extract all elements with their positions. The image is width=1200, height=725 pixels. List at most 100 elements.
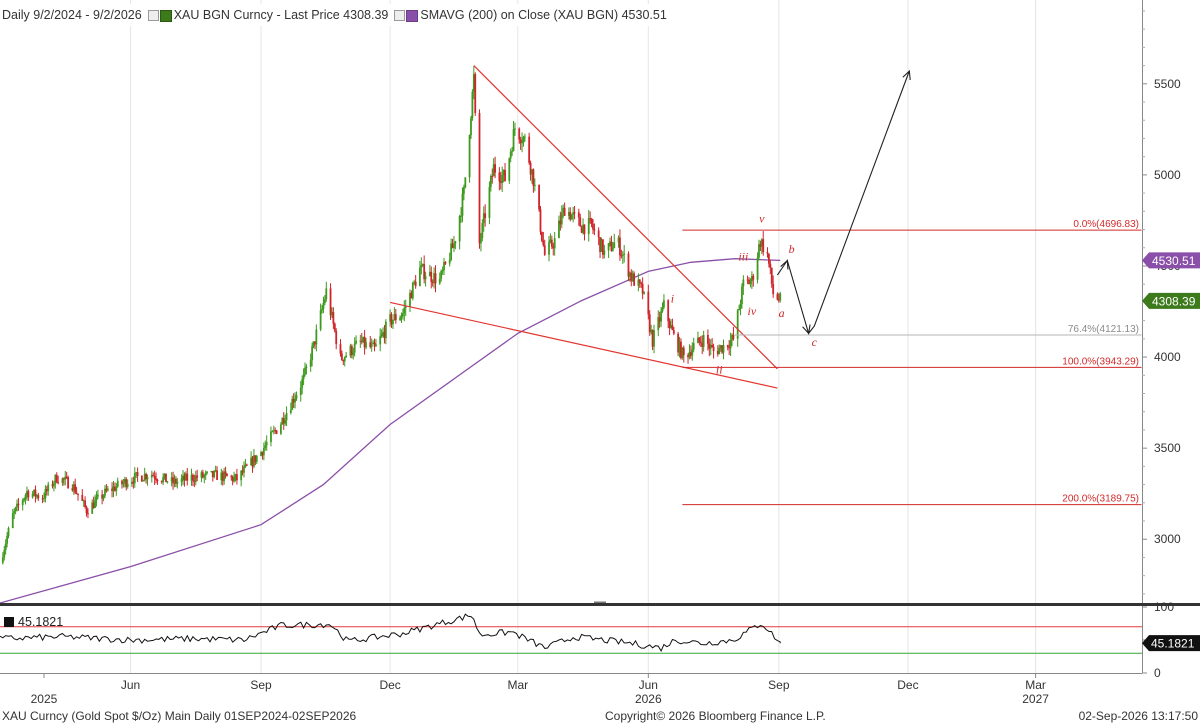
candle-body [335, 330, 338, 345]
wave-label: b [789, 242, 795, 256]
checkbox-icon[interactable] [147, 10, 159, 22]
candle-body [172, 477, 174, 484]
candle-body [454, 241, 457, 244]
candle-body [434, 273, 437, 284]
candle-body [140, 475, 143, 482]
candle-body [519, 139, 522, 144]
wave-label: a [779, 306, 785, 320]
x-tick-label: Sep [768, 678, 790, 692]
candle-body [65, 476, 68, 478]
candle-body [722, 345, 725, 353]
candle-body [464, 177, 467, 188]
candle-body [206, 471, 209, 473]
candle-body [424, 276, 427, 280]
candle-body [532, 169, 535, 186]
candle-body [349, 345, 352, 356]
candle-body [145, 473, 148, 480]
candle-body [210, 470, 213, 472]
x-tick-label: Mar [507, 678, 528, 692]
candle-body [251, 457, 254, 467]
candle-body [84, 500, 87, 507]
candle-body [102, 495, 105, 499]
candle-body [488, 186, 491, 218]
candle-body [260, 452, 262, 456]
candle-body [419, 267, 421, 287]
candle-body [583, 224, 586, 235]
candle-body [758, 244, 760, 258]
candle-body [697, 337, 699, 344]
candle-body [54, 474, 57, 484]
candle-body [365, 342, 367, 348]
candle-body [762, 239, 765, 253]
candle-body [116, 480, 119, 487]
candle-body [573, 212, 576, 214]
candle-body [253, 455, 255, 467]
candle-body [672, 330, 675, 334]
candle-body [628, 272, 631, 277]
candle-body [658, 317, 661, 322]
candle-body [143, 473, 146, 481]
candle-body [17, 503, 20, 506]
candle-body [14, 507, 17, 512]
candle-body [404, 306, 407, 308]
candle-body [201, 472, 204, 478]
candle-body [577, 212, 580, 218]
candle-body [560, 213, 563, 225]
candle-body [183, 475, 186, 481]
candle-body [741, 286, 743, 304]
candle-body [461, 193, 464, 216]
footer-security: XAU Curncy (Gold Spot $/Oz) Main Daily 0… [2, 709, 357, 723]
candle-body [389, 314, 392, 322]
candle-body [572, 212, 575, 215]
candle-body [501, 174, 504, 183]
candle-body [223, 471, 226, 481]
candle-body [101, 494, 104, 499]
candle-body [549, 239, 552, 243]
candle-body [372, 342, 375, 344]
candle-body [772, 283, 775, 295]
rsi-value-tag-label: 45.1821 [1151, 637, 1195, 651]
candle-body [62, 478, 65, 480]
candle-body [270, 431, 272, 443]
candle-body [627, 253, 630, 277]
candle-body [481, 223, 484, 238]
checkbox-icon[interactable] [394, 10, 406, 22]
candle-body [240, 470, 243, 481]
rsi-tick-label: 100 [1154, 600, 1174, 614]
candle-body [552, 246, 555, 249]
annotations: 0.0%(4696.83) 76.4%(4121.13) 100.0%(3943.2… [389, 65, 1142, 506]
candle-body [321, 308, 323, 311]
candle-body [363, 336, 366, 348]
candle-body [462, 187, 465, 194]
y-tick-label: 4000 [1154, 350, 1181, 364]
candle-body [150, 475, 153, 478]
footer: XAU Curncy (Gold Spot $/Oz) Main Daily 0… [0, 706, 1200, 725]
arrow-head-icon [802, 324, 811, 335]
legend-series-1[interactable]: XAU BGN Curncy - Last Price 4308.39 [147, 8, 388, 22]
candle-body [749, 281, 752, 285]
candle-body [173, 478, 176, 484]
candle-body [85, 506, 88, 514]
candle-body [570, 214, 573, 220]
candle-body [92, 502, 95, 508]
candle-body [460, 215, 462, 217]
candle-body [728, 347, 731, 349]
candle-body [611, 248, 614, 251]
candle-body [777, 299, 780, 301]
candle-body [24, 495, 27, 499]
candle-body [610, 241, 613, 251]
candle-body [1, 557, 4, 563]
candle-body [443, 262, 445, 271]
candle-body [281, 418, 284, 425]
candle-body [370, 343, 373, 348]
legend-series-2[interactable]: SMAVG (200) on Close (XAU BGN) 4530.51 [394, 8, 667, 22]
candle-body [688, 352, 691, 358]
candle-body [691, 349, 694, 356]
sma-line [0, 258, 781, 604]
candle-body [760, 239, 763, 247]
candle-body [482, 213, 485, 224]
candle-body [742, 279, 745, 287]
candle-body [514, 128, 516, 130]
candle-body [471, 91, 474, 119]
candle-body [214, 470, 217, 472]
